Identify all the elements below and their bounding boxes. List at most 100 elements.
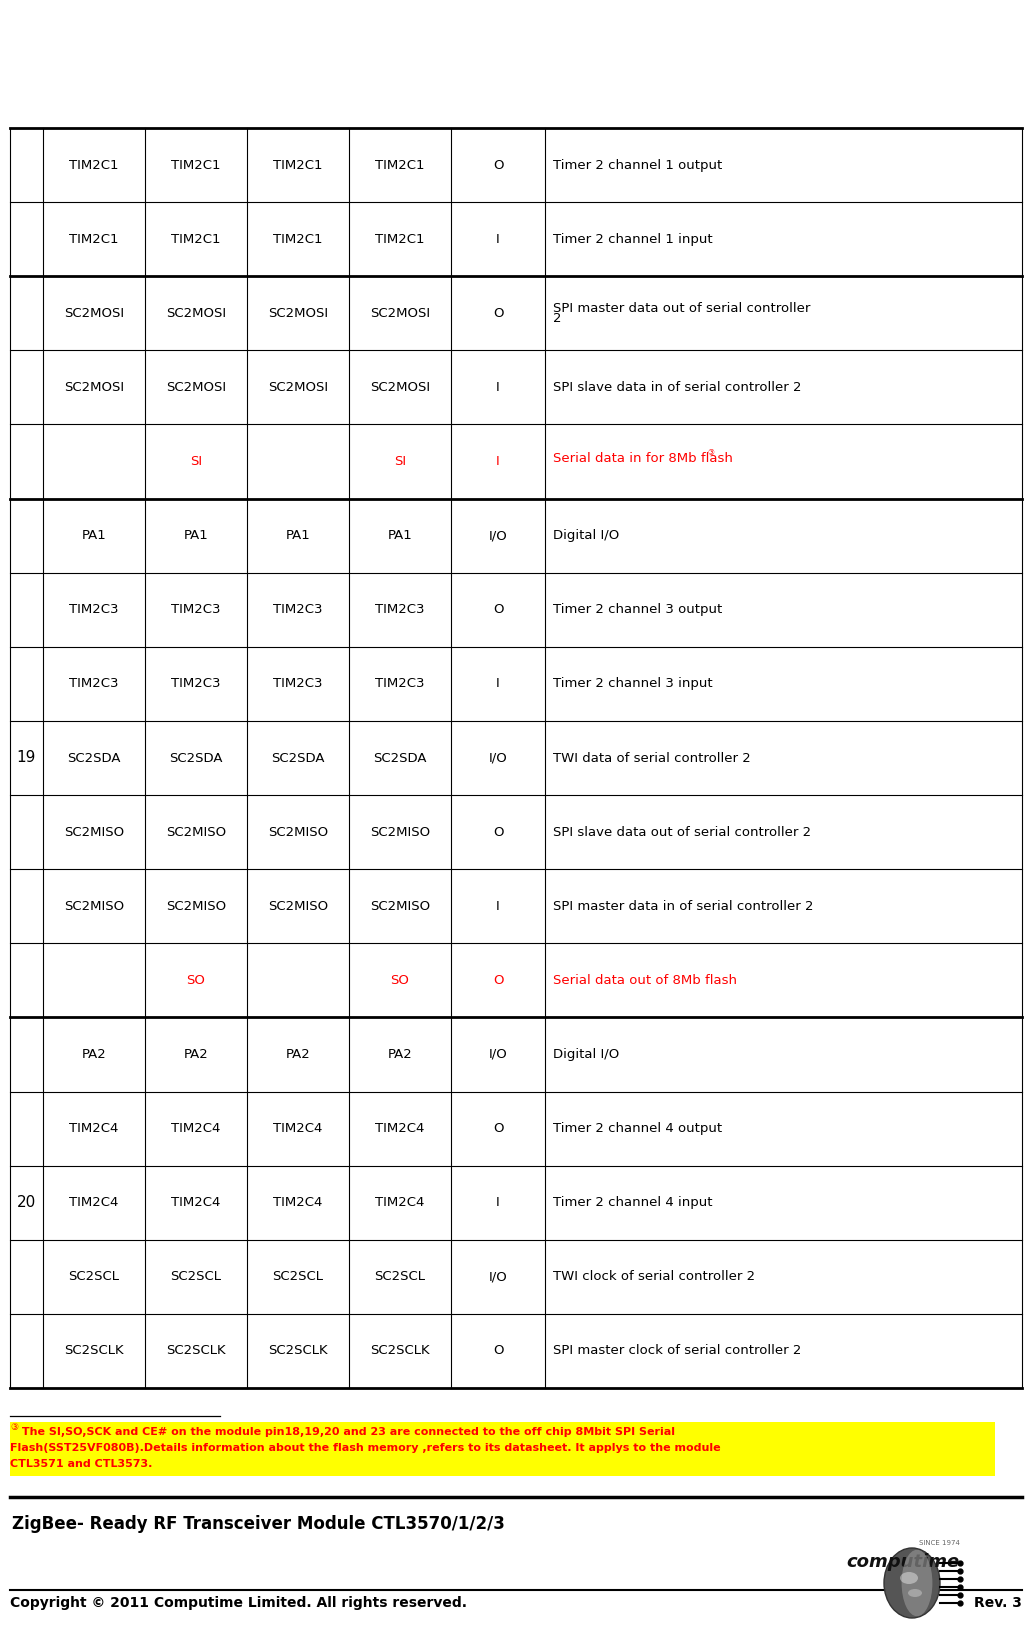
Text: TIM2C3: TIM2C3 xyxy=(375,678,425,691)
Ellipse shape xyxy=(901,1550,932,1617)
Text: PA1: PA1 xyxy=(81,530,106,543)
Text: TIM2C4: TIM2C4 xyxy=(375,1196,425,1209)
Text: I: I xyxy=(496,455,500,468)
Text: SC2SCL: SC2SCL xyxy=(170,1271,222,1284)
Text: I/O: I/O xyxy=(489,1048,507,1061)
Text: TIM2C3: TIM2C3 xyxy=(273,603,323,616)
Text: TIM2C1: TIM2C1 xyxy=(375,159,425,172)
Ellipse shape xyxy=(884,1549,940,1618)
Text: PA2: PA2 xyxy=(81,1048,106,1061)
Text: Flash(SST25VF080B).Details information about the flash memory ,refers to its dat: Flash(SST25VF080B).Details information a… xyxy=(10,1443,721,1453)
Text: O: O xyxy=(493,1344,503,1357)
Text: SC2MISO: SC2MISO xyxy=(268,900,328,913)
Text: SO: SO xyxy=(187,973,205,986)
Text: I: I xyxy=(496,1196,500,1209)
Text: ③: ③ xyxy=(707,449,713,457)
Text: I: I xyxy=(496,380,500,393)
Text: SC2SDA: SC2SDA xyxy=(271,751,325,764)
Text: SC2MOSI: SC2MOSI xyxy=(64,380,124,393)
Text: TIM2C1: TIM2C1 xyxy=(171,159,221,172)
Text: TIM2C4: TIM2C4 xyxy=(69,1123,119,1136)
Text: SC2SCL: SC2SCL xyxy=(68,1271,120,1284)
Text: SC2MOSI: SC2MOSI xyxy=(268,380,328,393)
Text: TIM2C3: TIM2C3 xyxy=(171,603,221,616)
Text: Timer 2 channel 4 output: Timer 2 channel 4 output xyxy=(553,1123,722,1136)
Text: I: I xyxy=(496,900,500,913)
Text: I/O: I/O xyxy=(489,1271,507,1284)
Text: TIM2C4: TIM2C4 xyxy=(375,1123,425,1136)
Text: SC2SCLK: SC2SCLK xyxy=(166,1344,226,1357)
Text: computime: computime xyxy=(846,1554,960,1571)
Text: SPI slave data in of serial controller 2: SPI slave data in of serial controller 2 xyxy=(553,380,801,393)
Text: TIM2C3: TIM2C3 xyxy=(69,678,119,691)
Text: TIM2C3: TIM2C3 xyxy=(171,678,221,691)
Text: SC2MOSI: SC2MOSI xyxy=(166,307,226,320)
Text: The SI,SO,SCK and CE# on the module pin18,19,20 and 23 are connected to the off : The SI,SO,SCK and CE# on the module pin1… xyxy=(18,1427,675,1436)
Text: TIM2C1: TIM2C1 xyxy=(375,232,425,245)
Text: SPI master clock of serial controller 2: SPI master clock of serial controller 2 xyxy=(553,1344,801,1357)
Text: Timer 2 channel 3 output: Timer 2 channel 3 output xyxy=(553,603,723,616)
Text: SC2MISO: SC2MISO xyxy=(64,826,124,838)
Ellipse shape xyxy=(908,1589,922,1597)
Text: SC2SCL: SC2SCL xyxy=(374,1271,426,1284)
Text: ③: ③ xyxy=(10,1424,19,1433)
Text: SPI slave data out of serial controller 2: SPI slave data out of serial controller … xyxy=(553,826,811,838)
Text: Timer 2 channel 1 input: Timer 2 channel 1 input xyxy=(553,232,712,245)
Text: O: O xyxy=(493,603,503,616)
Text: O: O xyxy=(493,826,503,838)
Text: TIM2C1: TIM2C1 xyxy=(273,232,323,245)
Text: Timer 2 channel 3 input: Timer 2 channel 3 input xyxy=(553,678,712,691)
Text: SC2SCLK: SC2SCLK xyxy=(268,1344,328,1357)
Text: Digital I/O: Digital I/O xyxy=(553,530,620,543)
Text: SPI master data in of serial controller 2: SPI master data in of serial controller … xyxy=(553,900,813,913)
Text: PA2: PA2 xyxy=(184,1048,208,1061)
Text: SC2MOSI: SC2MOSI xyxy=(370,307,430,320)
Text: TIM2C1: TIM2C1 xyxy=(273,159,323,172)
Text: SC2MOSI: SC2MOSI xyxy=(166,380,226,393)
Text: SC2SDA: SC2SDA xyxy=(67,751,121,764)
Text: O: O xyxy=(493,307,503,320)
Text: I: I xyxy=(496,678,500,691)
Text: CTL3571 and CTL3573.: CTL3571 and CTL3573. xyxy=(10,1459,153,1469)
Text: TIM2C4: TIM2C4 xyxy=(171,1123,221,1136)
Text: Copyright © 2011 Computime Limited. All rights reserved.: Copyright © 2011 Computime Limited. All … xyxy=(10,1596,467,1610)
Text: TIM2C3: TIM2C3 xyxy=(375,603,425,616)
Ellipse shape xyxy=(900,1571,918,1584)
Text: Timer 2 channel 1 output: Timer 2 channel 1 output xyxy=(553,159,723,172)
Text: O: O xyxy=(493,973,503,986)
Text: 2: 2 xyxy=(553,312,562,325)
Text: TWI data of serial controller 2: TWI data of serial controller 2 xyxy=(553,751,751,764)
Text: PA2: PA2 xyxy=(388,1048,412,1061)
Text: SC2MISO: SC2MISO xyxy=(166,826,226,838)
Text: Timer 2 channel 4 input: Timer 2 channel 4 input xyxy=(553,1196,712,1209)
Text: SC2SCLK: SC2SCLK xyxy=(64,1344,124,1357)
Text: PA1: PA1 xyxy=(286,530,310,543)
Text: SC2SDA: SC2SDA xyxy=(373,751,427,764)
Text: SC2MISO: SC2MISO xyxy=(370,826,430,838)
Text: SI: SI xyxy=(394,455,406,468)
Text: SC2SCL: SC2SCL xyxy=(272,1271,324,1284)
Text: TIM2C4: TIM2C4 xyxy=(273,1123,323,1136)
Text: TIM2C1: TIM2C1 xyxy=(69,159,119,172)
Text: I: I xyxy=(496,232,500,245)
Text: O: O xyxy=(493,159,503,172)
Text: TIM2C3: TIM2C3 xyxy=(273,678,323,691)
Text: SC2MOSI: SC2MOSI xyxy=(268,307,328,320)
Text: PA2: PA2 xyxy=(286,1048,310,1061)
Text: I/O: I/O xyxy=(489,530,507,543)
Text: SC2MISO: SC2MISO xyxy=(64,900,124,913)
Text: I/O: I/O xyxy=(489,751,507,764)
Text: ZigBee- Ready RF Transceiver Module CTL3570/1/2/3: ZigBee- Ready RF Transceiver Module CTL3… xyxy=(12,1514,505,1532)
Text: 19: 19 xyxy=(16,751,36,765)
Text: 20: 20 xyxy=(16,1196,36,1211)
Text: SC2MISO: SC2MISO xyxy=(370,900,430,913)
Text: SC2MOSI: SC2MOSI xyxy=(64,307,124,320)
Text: TIM2C3: TIM2C3 xyxy=(69,603,119,616)
Text: SC2SCLK: SC2SCLK xyxy=(370,1344,430,1357)
Text: SC2MISO: SC2MISO xyxy=(268,826,328,838)
Bar xyxy=(10,1422,995,1476)
Text: SC2MISO: SC2MISO xyxy=(166,900,226,913)
Text: Digital I/O: Digital I/O xyxy=(553,1048,620,1061)
Text: TIM2C4: TIM2C4 xyxy=(171,1196,221,1209)
Text: Rev. 3: Rev. 3 xyxy=(974,1596,1022,1610)
